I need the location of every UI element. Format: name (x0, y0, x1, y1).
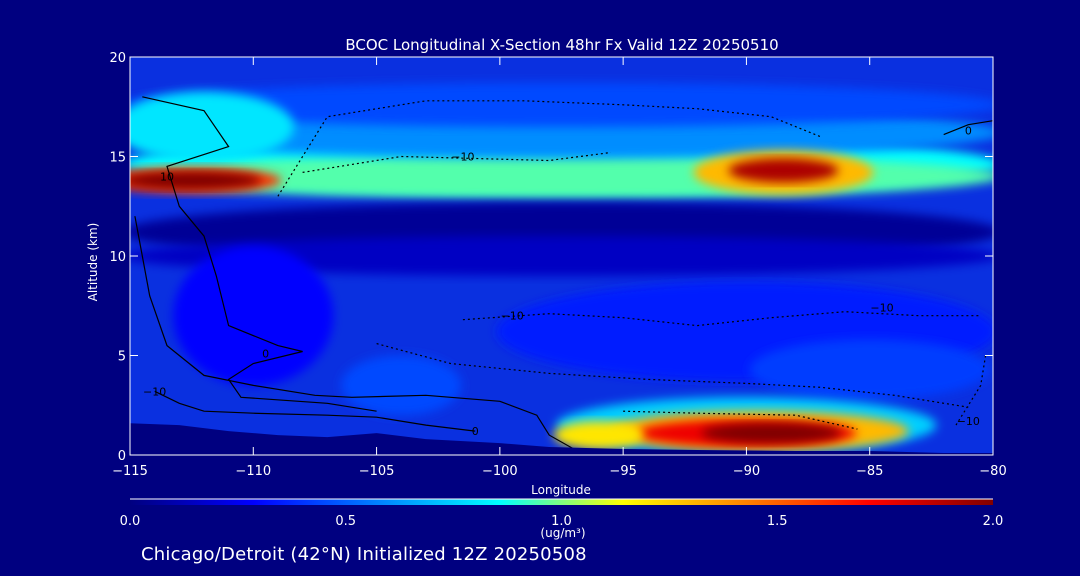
y-axis-label: Altitude (km) (86, 223, 100, 302)
y-tick-label: 15 (109, 151, 126, 166)
temperature-contours: −10 −10 −10 −10 −10 0 0 0 10 (134, 96, 993, 450)
contour-label: 0 (472, 425, 479, 438)
x-tick-label: −100 (482, 464, 518, 479)
x-tick-label: −115 (112, 464, 148, 479)
y-tick-label: 5 (118, 350, 126, 365)
field-blob (130, 171, 262, 190)
terrain-shape (130, 423, 993, 455)
colorbar-strip (130, 499, 993, 505)
y-tick-label: 10 (109, 250, 126, 265)
contour-label: −10 (870, 302, 893, 315)
colorbar: 0.0 0.5 1.0 1.5 2.0 (120, 498, 1004, 529)
x-axis-label: Longitude (531, 483, 591, 497)
field-blob (130, 236, 993, 276)
contour-line (302, 151, 611, 173)
contour-line (134, 216, 575, 450)
colorbar-tick-label: 2.0 (983, 514, 1004, 529)
colorbar-tick-label: 0.5 (335, 514, 356, 529)
contour-line (154, 390, 476, 432)
footer-caption: Chicago/Detroit (42°N) Initialized 12Z 2… (141, 544, 587, 565)
colorbar-tick-label: 0.0 (120, 514, 141, 529)
field-blob (749, 339, 990, 400)
x-tick-label: −80 (979, 464, 1006, 479)
field-blob (130, 91, 294, 162)
contour-label: −10 (143, 385, 166, 398)
x-tick-label: −105 (359, 464, 395, 479)
chart-title: BCOC Longitudinal X-Section 48hr Fx Vali… (345, 36, 779, 54)
contour-line (955, 355, 987, 426)
field-blob (553, 421, 644, 450)
contour-label: 10 (160, 170, 174, 183)
field-blob (728, 158, 839, 183)
field-blob (173, 245, 334, 386)
contour-label: −10 (451, 150, 474, 163)
contour-line (943, 120, 993, 136)
x-tick-label: −85 (856, 464, 883, 479)
x-tick-label: −110 (235, 464, 271, 479)
contour-line (277, 100, 821, 197)
contour-label: 0 (262, 347, 269, 360)
y-tick-label: 20 (109, 51, 126, 66)
colorbar-tick-label: 1.5 (767, 514, 788, 529)
contour-line (142, 96, 377, 412)
colorbar-tick-label: 1.0 (551, 514, 572, 529)
contour-label: 0 (965, 125, 972, 138)
field-blob (341, 355, 462, 416)
terrain-mask (130, 423, 993, 455)
contour-label: −10 (957, 415, 980, 428)
x-tick-label: −95 (609, 464, 636, 479)
colorbar-unit-label: (ug/m³) (540, 526, 586, 540)
y-tick-label: 0 (118, 449, 126, 464)
field-blob (130, 82, 993, 127)
contour-line (462, 311, 981, 327)
concentration-field (130, 57, 993, 455)
contour-label: −10 (501, 310, 524, 323)
field-blob (701, 423, 842, 444)
x-tick-label: −90 (733, 464, 760, 479)
